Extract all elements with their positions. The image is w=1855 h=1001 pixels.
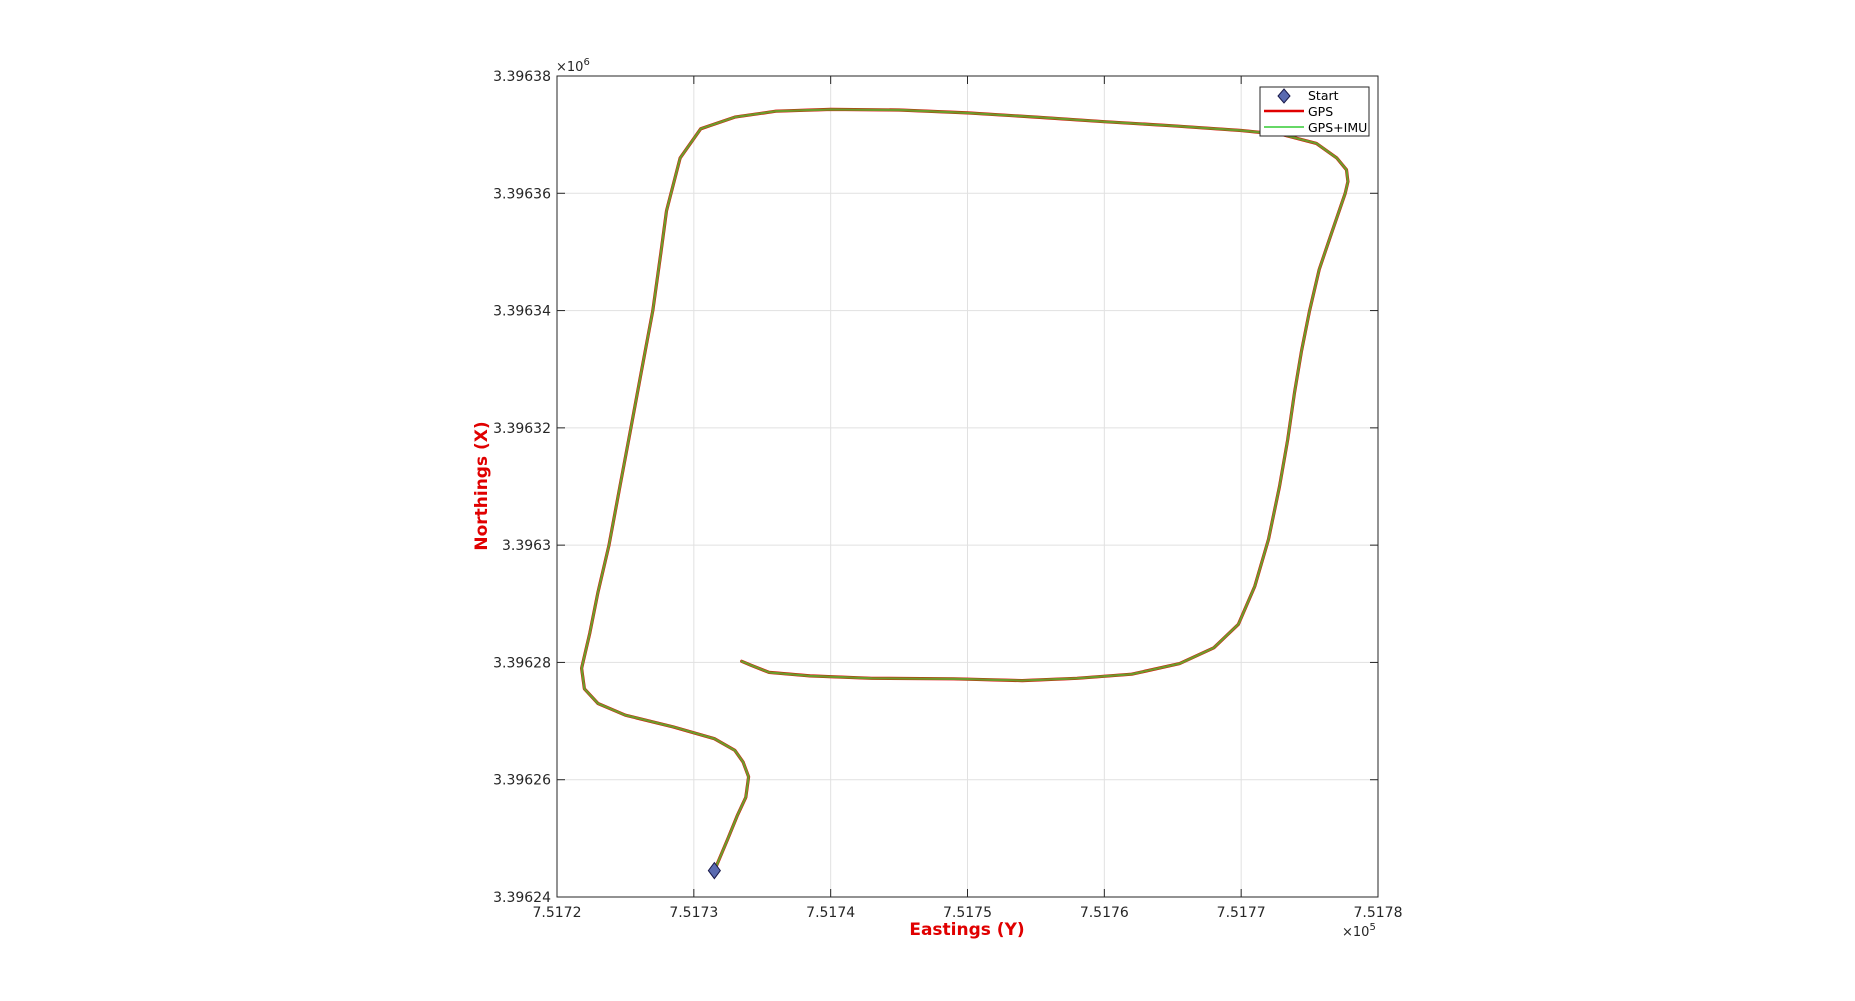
y-tick-label: 3.3963 — [502, 538, 551, 554]
y-tick-label: 3.39626 — [493, 773, 551, 789]
x-exponent-label: ×105 — [1342, 922, 1376, 940]
x-tick-labels: 7.5172 7.5173 7.5174 7.5175 7.5176 7.5177 7.51… — [533, 905, 1403, 921]
x-tick-label: 7.5175 — [943, 905, 992, 921]
series-gps-imu-line — [580, 108, 1350, 872]
legend-label-gps-imu: GPS+IMU — [1308, 120, 1367, 135]
marker-layer — [707, 861, 721, 880]
y-exponent-label: ×106 — [556, 57, 590, 75]
series-layer — [579, 107, 1350, 873]
legend-label-start: Start — [1308, 88, 1339, 103]
x-axis-label: Eastings (Y) — [909, 920, 1024, 940]
x-tick-label: 7.5176 — [1080, 905, 1129, 921]
y-tick-label: 3.39636 — [493, 186, 551, 202]
y-tick-label: 3.39638 — [493, 69, 551, 85]
x-tick-label: 7.5178 — [1354, 905, 1403, 921]
x-tick-label: 7.5174 — [806, 905, 855, 921]
y-tick-label: 3.39634 — [493, 304, 551, 320]
y-tick-label: 3.39624 — [493, 890, 551, 906]
x-tick-label: 7.5172 — [533, 905, 582, 921]
y-tick-label: 3.39632 — [493, 421, 551, 437]
y-axis-label: Northings (X) — [472, 421, 492, 550]
tick-marks — [556, 75, 1379, 898]
legend: Start GPS GPS+IMU — [1259, 86, 1370, 137]
legend-label-gps: GPS — [1308, 104, 1333, 119]
x-tick-label: 7.5177 — [1217, 905, 1266, 921]
start-marker — [707, 861, 721, 880]
y-tick-labels: 3.39624 3.39626 3.39628 3.3963 3.39632 3.3963… — [493, 69, 551, 906]
plot-area: 7.5172 7.5173 7.5174 7.5175 7.5176 7.5177 7.51… — [493, 69, 1402, 921]
x-tick-label: 7.5173 — [669, 905, 718, 921]
legend-start-marker-icon — [1277, 88, 1291, 104]
y-tick-label: 3.39628 — [493, 655, 551, 671]
